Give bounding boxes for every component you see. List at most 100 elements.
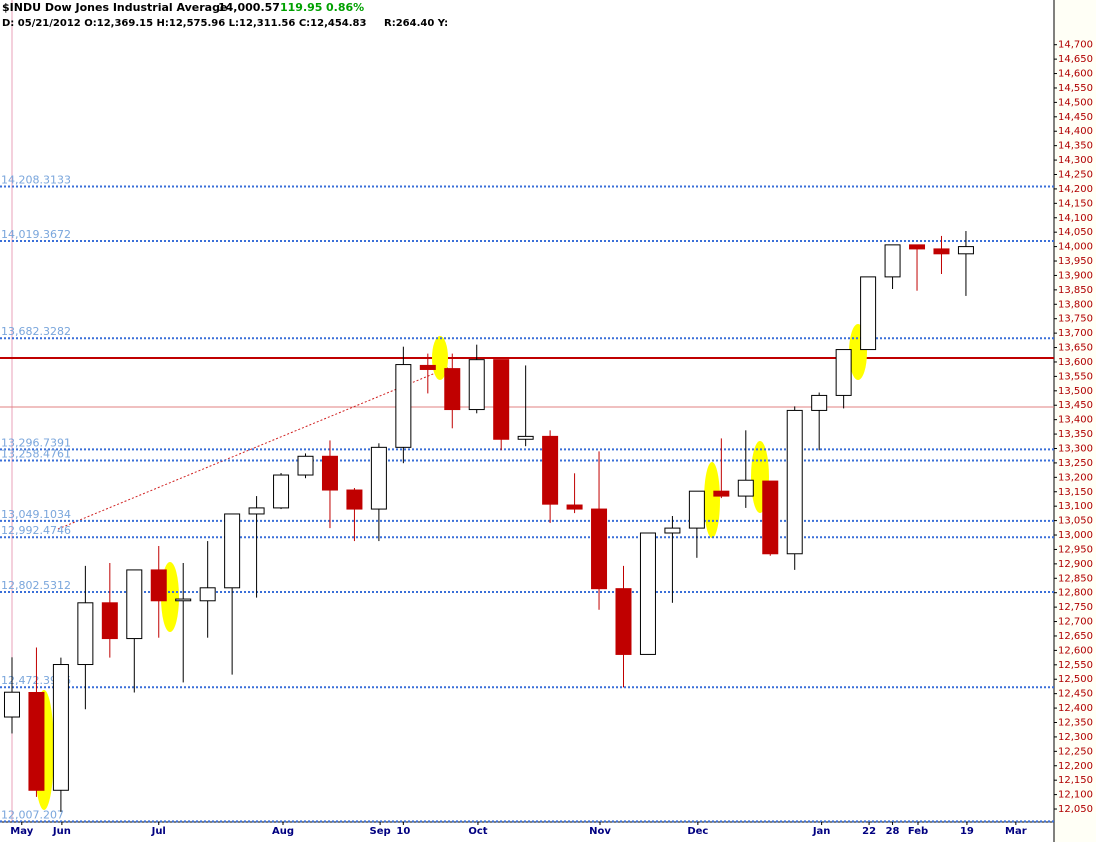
x-tick-label: Nov [589, 826, 611, 837]
candle-body [297, 455, 314, 476]
y-tick-label: 12,850 [1058, 573, 1093, 584]
x-tick-label: Dec [687, 826, 708, 837]
y-tick-label: 14,500 [1058, 97, 1093, 108]
candle-body [664, 527, 681, 534]
y-tick-label: 12,600 [1058, 645, 1093, 656]
bar-detail: D: 05/21/2012 O:12,369.15 H:12,575.96 L:… [2, 18, 367, 29]
y-tick-label: 14,200 [1058, 184, 1093, 195]
y-tick-label: 14,000 [1058, 242, 1093, 253]
candle-body [517, 435, 534, 440]
y-tick-label: 12,500 [1058, 674, 1093, 685]
candle-body [468, 359, 485, 411]
candle-body [321, 455, 338, 491]
level-label: 14,208.3133 [1, 174, 71, 187]
y-tick-label: 13,000 [1058, 530, 1093, 541]
y-tick-label: 12,800 [1058, 588, 1093, 599]
x-tick-label: 10 [396, 826, 410, 837]
y-tick-label: 13,650 [1058, 343, 1093, 354]
y-tick-label: 13,050 [1058, 516, 1093, 527]
candle-body [566, 504, 583, 510]
x-tick-label: Oct [468, 826, 487, 837]
candle-body [199, 587, 216, 602]
y-tick-label: 13,250 [1058, 458, 1093, 469]
candle-body [126, 569, 143, 640]
candle-body [444, 368, 461, 411]
candle-body [370, 446, 387, 510]
x-tick-label: May [10, 826, 33, 837]
x-tick-label: Jun [52, 826, 71, 837]
y-tick-label: 12,250 [1058, 746, 1093, 757]
y-tick-label: 14,300 [1058, 155, 1093, 166]
candle-body [957, 246, 974, 255]
last-price: 14,000.57 [218, 1, 280, 14]
y-tick-label: 13,350 [1058, 429, 1093, 440]
candle-body [786, 409, 803, 555]
y-tick-label: 12,900 [1058, 559, 1093, 570]
y-tick-label: 14,150 [1058, 198, 1093, 209]
y-tick-label: 14,050 [1058, 227, 1093, 238]
level-label: 12,802.5312 [1, 579, 71, 592]
range: R:264.40 Y: [384, 18, 448, 29]
y-tick-label: 12,050 [1058, 804, 1093, 815]
y-tick-label: 12,700 [1058, 617, 1093, 628]
candle-body [542, 435, 559, 505]
candle-body [28, 691, 45, 791]
candle-body [52, 664, 69, 791]
y-tick-label: 13,800 [1058, 299, 1093, 310]
x-tick-label: Jul [151, 826, 166, 837]
x-tick-label: Mar [1005, 826, 1027, 837]
candle-body [150, 569, 167, 602]
y-tick-label: 13,400 [1058, 415, 1093, 426]
y-tick-label: 14,350 [1058, 141, 1093, 152]
highlight [704, 462, 720, 538]
y-tick-label: 14,600 [1058, 69, 1093, 80]
candle-body [909, 244, 926, 250]
y-tick-label: 14,650 [1058, 54, 1093, 65]
y-tick-label: 13,850 [1058, 285, 1093, 296]
candle-body [933, 248, 950, 255]
candle-body [3, 691, 20, 718]
candle-body [419, 364, 436, 370]
y-tick-label: 12,950 [1058, 544, 1093, 555]
candle-body [101, 602, 118, 640]
y-tick-label: 12,450 [1058, 689, 1093, 700]
x-tick-label: Jan [812, 826, 831, 837]
y-tick-label: 12,200 [1058, 761, 1093, 772]
y-tick-label: 12,400 [1058, 703, 1093, 714]
candle-body [395, 364, 412, 448]
candle-body [77, 602, 94, 666]
candle-body [737, 479, 754, 497]
y-tick-label: 14,250 [1058, 169, 1093, 180]
candle-body [346, 489, 363, 510]
y-tick-label: 13,150 [1058, 487, 1093, 498]
y-tick-label: 13,100 [1058, 501, 1093, 512]
y-tick-label: 13,750 [1058, 314, 1093, 325]
candle-body [811, 394, 828, 411]
trend-line [57, 366, 451, 530]
candle-body [591, 508, 608, 590]
title: $INDU Dow Jones Industrial Average [2, 1, 227, 14]
x-tick-label: 19 [960, 826, 974, 837]
y-tick-label: 12,100 [1058, 790, 1093, 801]
y-tick-label: 12,650 [1058, 631, 1093, 642]
candle-body [273, 474, 290, 509]
candle-body [248, 507, 265, 515]
change: 119.95 [280, 1, 322, 14]
candle-body [835, 349, 852, 396]
y-tick-label: 13,300 [1058, 443, 1093, 454]
y-tick-label: 14,700 [1058, 40, 1093, 51]
axis-panel [1054, 0, 1096, 842]
candle-body [762, 480, 779, 555]
y-tick-label: 12,550 [1058, 660, 1093, 671]
x-tick-label: Feb [908, 826, 928, 837]
y-tick-label: 13,900 [1058, 270, 1093, 281]
y-tick-label: 14,100 [1058, 213, 1093, 224]
y-tick-label: 13,450 [1058, 400, 1093, 411]
x-tick-label: 28 [886, 826, 900, 837]
y-tick-label: 12,150 [1058, 775, 1093, 786]
y-tick-label: 13,550 [1058, 371, 1093, 382]
level-label: 14,019.3672 [1, 228, 71, 241]
y-tick-label: 12,300 [1058, 732, 1093, 743]
